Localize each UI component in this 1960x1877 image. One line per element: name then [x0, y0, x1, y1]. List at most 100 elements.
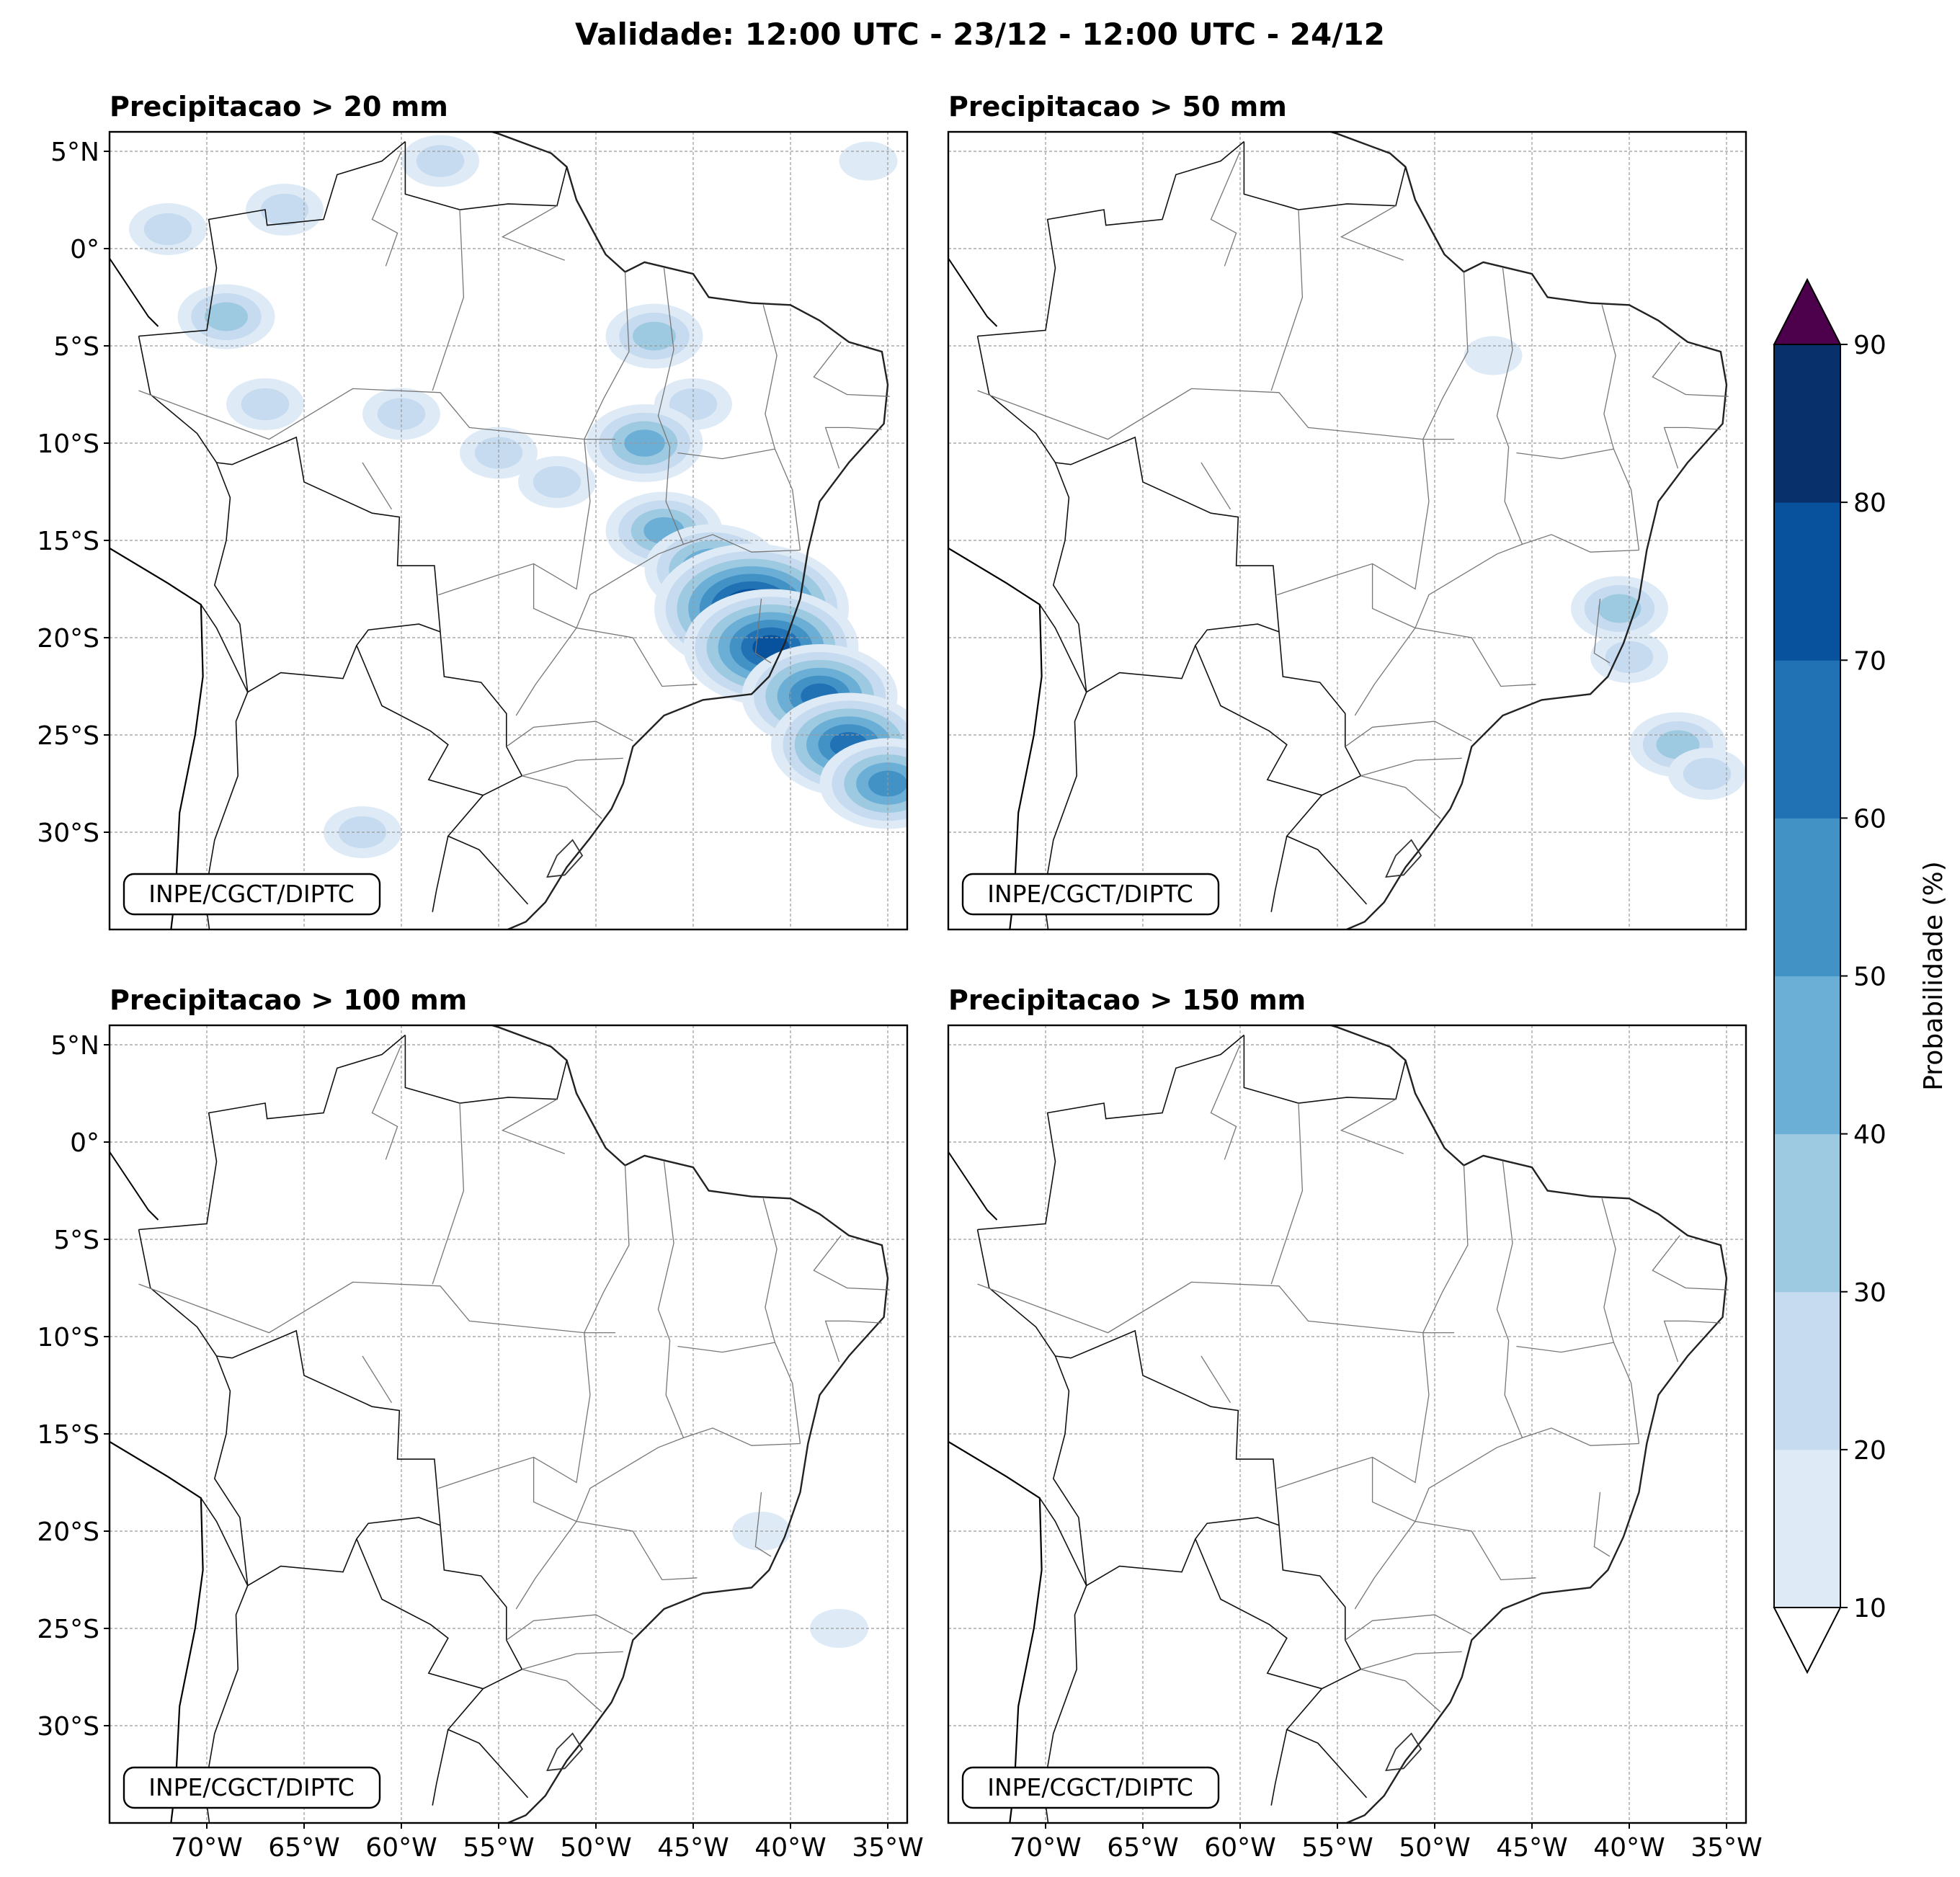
pacific-coastline-north	[110, 257, 159, 327]
country-border	[977, 141, 1244, 337]
state-border	[1371, 563, 1416, 629]
coastline	[1327, 1025, 1728, 1823]
credit-label: INPE/CGCT/DIPTC	[961, 1766, 1220, 1809]
country-border	[404, 141, 568, 210]
state-border	[576, 534, 801, 628]
panel-title: Precipitacao > 150 mm	[948, 984, 1306, 1016]
state-border	[501, 205, 566, 261]
state-border	[754, 598, 772, 664]
lon-tick-label: 60°W	[365, 1833, 437, 1863]
colorbar-segment	[1774, 344, 1840, 503]
lon-tick-label: 35°W	[852, 1833, 923, 1863]
colorbar-tick-label: 90	[1853, 331, 1886, 360]
colorbar-segment	[1774, 1133, 1840, 1293]
country-border	[213, 1355, 441, 1587]
lon-tick-label: 55°W	[1301, 1833, 1373, 1863]
state-border	[1593, 598, 1611, 664]
coastline	[1327, 132, 1728, 929]
state-border	[522, 1651, 623, 1670]
country-border	[1195, 1538, 1322, 1690]
probability-contour	[416, 145, 465, 177]
map-panel-p150: Precipitacao > 150 mm INPE/CGCT/DIPTC 70°W…	[947, 984, 1763, 1863]
state-border	[813, 342, 890, 397]
colorbar-under-extension	[1773, 1607, 1842, 1675]
state-border	[522, 757, 623, 777]
probability-contour	[1464, 336, 1523, 375]
probability-contour	[810, 1609, 868, 1648]
country-border	[1270, 1729, 1288, 1806]
state-border	[1516, 305, 1616, 460]
state-border	[1516, 1198, 1616, 1353]
state-border	[1496, 1161, 1523, 1438]
state-border	[657, 1161, 685, 1438]
country-border	[1243, 141, 1407, 210]
colorbar-tick-label: 70	[1853, 646, 1886, 676]
state-border	[774, 448, 801, 550]
state-border	[576, 1427, 801, 1522]
credit-text: INPE/CGCT/DIPTC	[148, 880, 355, 908]
probability-contour	[205, 302, 248, 331]
state-border	[1340, 205, 1404, 261]
lon-tick-label: 50°W	[1399, 1833, 1470, 1863]
colorbar-segment	[1774, 1291, 1840, 1450]
lagoon-outline	[546, 839, 584, 878]
probability-contour	[533, 465, 582, 499]
state-border	[824, 427, 882, 469]
lon-tick-label: 35°W	[1690, 1833, 1762, 1863]
lon-tick-label: 45°W	[657, 1833, 729, 1863]
lon-tick-label: 65°W	[1107, 1833, 1178, 1863]
country-border	[976, 1229, 1368, 1798]
panel-frame	[108, 1024, 909, 1824]
country-border	[356, 645, 484, 796]
state-border	[138, 1281, 615, 1334]
state-border	[1663, 427, 1721, 469]
state-border	[677, 305, 778, 460]
state-border	[1360, 757, 1462, 777]
lat-tick-label: 10°S	[37, 1323, 99, 1352]
state-border	[1200, 1355, 1231, 1404]
state-border	[1652, 1235, 1729, 1290]
state-border	[1360, 775, 1441, 819]
country-border	[138, 336, 529, 905]
state-border	[522, 1669, 602, 1713]
state-border	[813, 1235, 890, 1290]
state-border	[1270, 209, 1304, 391]
colorbar: 10 20 30 40 50 60 70 80 90 Probabilidade (%)	[1773, 277, 1948, 1675]
state-border	[515, 1520, 698, 1610]
country-border	[138, 141, 406, 337]
lat-tick-label: 5°S	[53, 1226, 99, 1255]
state-border	[1277, 501, 1430, 596]
lon-tick-label: 65°W	[268, 1833, 339, 1863]
country-border	[138, 1229, 529, 1798]
probability-contour	[241, 388, 290, 421]
lat-tick-label: 25°S	[37, 721, 99, 751]
state-border	[1422, 272, 1469, 502]
panels: Precipitacao > 20 mm INPE/CGCT/DIPTC 5°N 0°…	[37, 91, 1763, 1863]
state-border	[501, 1099, 566, 1154]
coastline	[489, 1025, 889, 1823]
credit-text: INPE/CGCT/DIPTC	[987, 880, 1193, 908]
map-panel-p20: Precipitacao > 20 mm INPE/CGCT/DIPTC 5°N 0°…	[37, 91, 909, 931]
lon-tick-label: 70°W	[171, 1833, 242, 1863]
colorbar-tick-label: 20	[1853, 1436, 1886, 1466]
state-border	[438, 1394, 591, 1489]
lat-tick-label: 0°	[70, 235, 99, 264]
credit-label: INPE/CGCT/DIPTC	[122, 1766, 381, 1809]
probability-contour	[839, 141, 898, 181]
figure-title: Validade: 12:00 UTC - 23/12 - 12:00 UTC …	[575, 17, 1385, 52]
colorbar-tick-label: 30	[1853, 1278, 1886, 1308]
state-border	[754, 1492, 772, 1557]
pacific-coastline-north	[110, 1151, 159, 1221]
map-area	[948, 1025, 1746, 1823]
state-border	[1613, 1342, 1640, 1444]
country-border	[976, 336, 1368, 905]
state-border	[371, 1044, 402, 1160]
credit-label: INPE/CGCT/DIPTC	[961, 873, 1220, 916]
state-border	[977, 388, 1454, 440]
state-border	[1496, 267, 1523, 545]
panel-title: Precipitacao > 100 mm	[110, 984, 467, 1016]
credit-label: INPE/CGCT/DIPTC	[122, 873, 381, 916]
lon-tick-label: 45°W	[1496, 1833, 1567, 1863]
credit-text: INPE/CGCT/DIPTC	[148, 1773, 355, 1801]
